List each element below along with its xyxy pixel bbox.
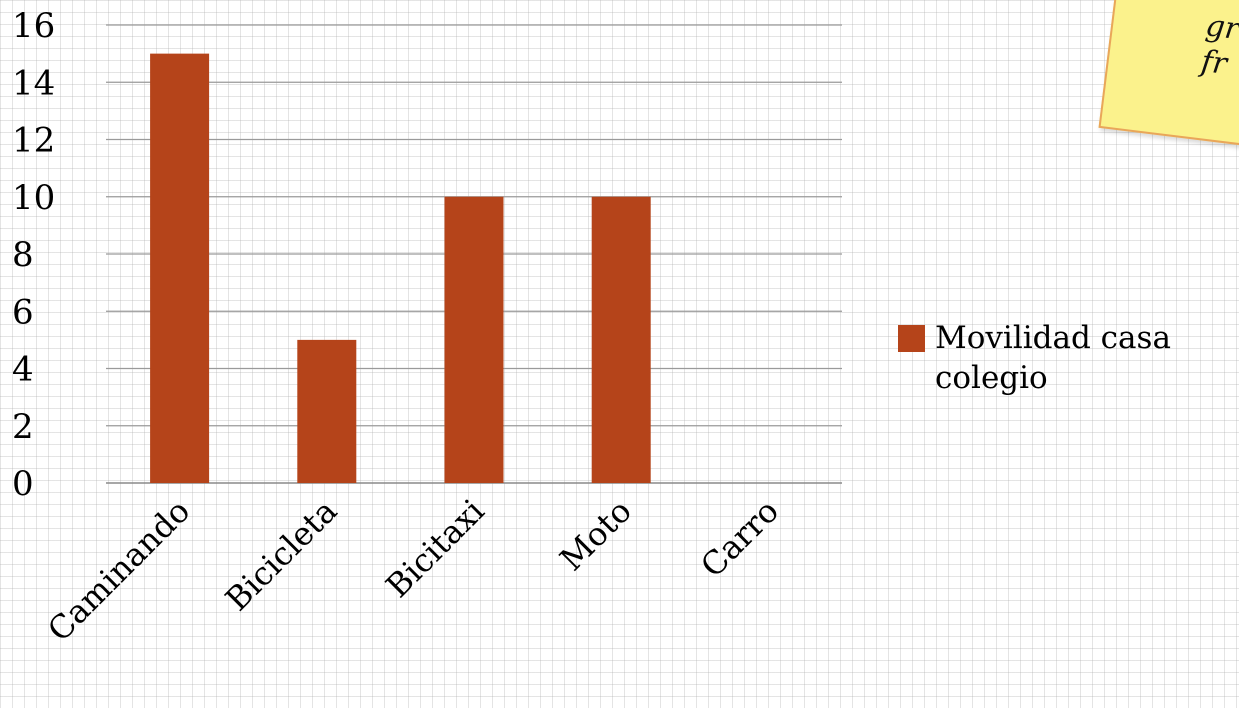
y-tick-label-2: 2 <box>12 407 34 447</box>
bar-moto <box>591 196 651 483</box>
bar-bicicleta <box>297 339 357 483</box>
y-tick-label-0: 0 <box>12 464 34 504</box>
chart-legend: Movilidad casa colegio <box>898 318 1239 398</box>
y-tick-label-10: 10 <box>12 178 55 218</box>
bar-bicitaxi <box>444 196 504 483</box>
sticky-note-text: gr fr <box>1199 8 1239 82</box>
x-tick-label-bicicleta: Bicicleta <box>218 492 345 619</box>
y-tick-label-16: 16 <box>12 6 55 46</box>
bar-caminando <box>150 53 210 483</box>
y-tick-label-12: 12 <box>12 121 55 161</box>
bars <box>150 53 651 483</box>
x-tick-label-bicitaxi: Bicitaxi <box>378 492 491 605</box>
y-axis-tick-labels: 0 2 4 6 8 10 12 14 16 <box>12 6 55 504</box>
x-tick-label-caminando: Caminando <box>40 492 197 649</box>
y-tick-label-14: 14 <box>12 63 55 103</box>
y-tick-label-4: 4 <box>12 350 34 390</box>
y-tick-label-6: 6 <box>12 292 34 332</box>
x-tick-label-moto: Moto <box>552 492 638 578</box>
y-tick-label-8: 8 <box>12 235 34 275</box>
legend-swatch <box>898 325 925 352</box>
x-axis-category-labels: Caminando Bicicleta Bicitaxi Moto Carro <box>40 492 786 649</box>
x-tick-label-carro: Carro <box>693 492 786 585</box>
legend-label: Movilidad casa colegio <box>935 320 1171 396</box>
